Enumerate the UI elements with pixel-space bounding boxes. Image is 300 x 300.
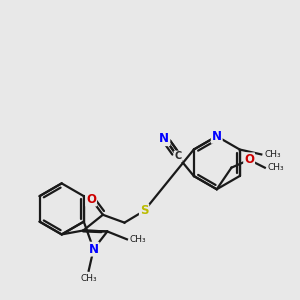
Text: CH₃: CH₃ [80,274,97,283]
Text: CH₃: CH₃ [268,163,284,172]
Text: S: S [140,204,148,218]
Text: O: O [244,153,254,166]
Text: N: N [88,243,99,256]
Text: CH₃: CH₃ [130,235,146,244]
Text: CH₃: CH₃ [264,150,281,159]
Text: N: N [159,132,169,145]
Text: C: C [175,152,182,161]
Text: O: O [86,193,96,206]
Text: N: N [212,130,222,143]
